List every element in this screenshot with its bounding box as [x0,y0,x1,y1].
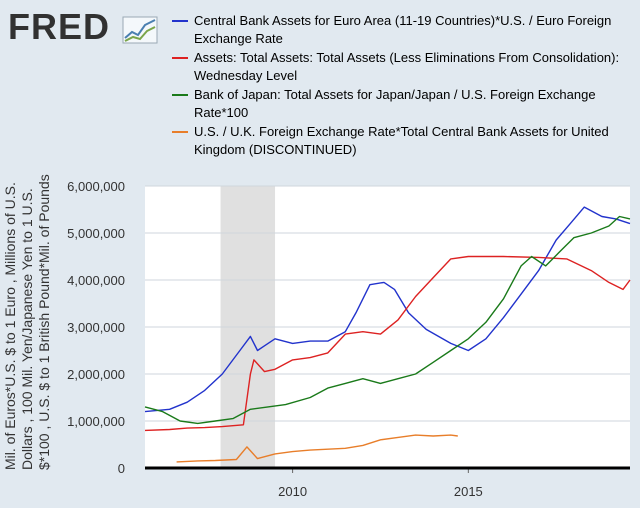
y-tick-label: 0 [118,461,125,476]
legend-swatch [172,131,188,133]
y-tick-label: 5,000,000 [67,226,125,241]
fred-logo: FRED [8,6,168,47]
y-tick-label: 3,000,000 [67,320,125,335]
legend-label: Bank of Japan: Total Assets for Japan/Ja… [194,87,596,120]
legend-swatch [172,94,188,96]
x-tick-label: 2015 [454,484,483,499]
series-line [144,206,631,413]
logo-text: FRED [8,6,110,47]
series-line [144,215,631,425]
y-tick-label: 4,000,000 [67,273,125,288]
chart-line-icon [122,16,158,44]
y-tick-label: 6,000,000 [67,179,125,194]
legend-item: Central Bank Assets for Euro Area (11-19… [172,12,632,48]
legend-item: Assets: Total Assets: Total Assets (Less… [172,49,632,85]
legend-item: U.S. / U.K. Foreign Exchange Rate*Total … [172,123,632,159]
y-tick-label: 1,000,000 [67,414,125,429]
legend-item: Bank of Japan: Total Assets for Japan/Ja… [172,86,632,122]
x-tick-label: 2010 [278,484,307,499]
series-line [176,434,458,463]
series-line [144,255,631,432]
legend-label: Central Bank Assets for Euro Area (11-19… [194,13,612,46]
legend-swatch [172,20,188,22]
legend-label: U.S. / U.K. Foreign Exchange Rate*Total … [194,124,609,157]
y-tick-label: 2,000,000 [67,367,125,382]
legend-swatch [172,57,188,59]
legend-label: Assets: Total Assets: Total Assets (Less… [194,50,620,83]
chart-legend: Central Bank Assets for Euro Area (11-19… [172,12,632,160]
